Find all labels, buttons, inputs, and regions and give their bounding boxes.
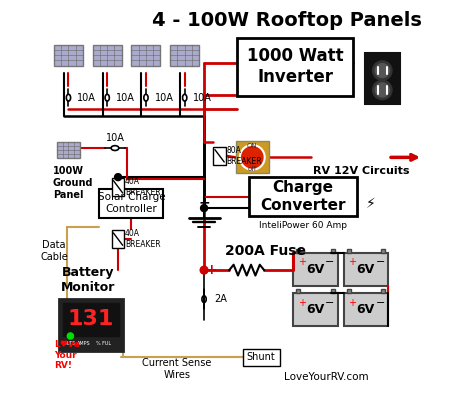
Text: 80A
BREAKER: 80A BREAKER <box>227 146 262 165</box>
Bar <box>236 141 269 173</box>
Circle shape <box>240 145 264 170</box>
Text: 6V: 6V <box>306 263 325 275</box>
Text: 10A: 10A <box>106 133 124 143</box>
Text: 100W
Ground
Panel: 100W Ground Panel <box>53 166 93 200</box>
Bar <box>346 249 350 253</box>
Text: Shunt: Shunt <box>247 353 275 362</box>
Text: 10A: 10A <box>77 93 96 103</box>
Text: −: − <box>375 257 385 267</box>
Bar <box>296 249 300 253</box>
Bar <box>170 45 199 66</box>
Text: % FUL: % FUL <box>96 341 111 346</box>
Bar <box>331 290 335 293</box>
Circle shape <box>200 266 208 274</box>
Text: Solar Charge
Controller: Solar Charge Controller <box>98 193 165 214</box>
Text: 40A
BREAKER: 40A BREAKER <box>125 230 161 249</box>
Bar <box>57 141 80 158</box>
Bar <box>381 249 385 253</box>
Bar <box>93 45 122 66</box>
Circle shape <box>375 64 389 77</box>
Text: 2A: 2A <box>214 294 227 304</box>
Text: 10A: 10A <box>193 93 212 103</box>
Circle shape <box>115 174 121 181</box>
Text: +: + <box>298 257 306 267</box>
Text: Data
Cable: Data Cable <box>40 240 68 262</box>
Text: +: + <box>298 298 306 308</box>
Text: 10A: 10A <box>116 93 135 103</box>
Text: Battery
Monitor: Battery Monitor <box>61 266 115 294</box>
Bar <box>112 230 124 248</box>
Text: +: + <box>348 257 356 267</box>
Bar <box>296 290 300 293</box>
Text: 131: 131 <box>68 309 114 329</box>
Text: LoveYourRV.com: LoveYourRV.com <box>284 372 368 382</box>
Bar <box>100 189 164 218</box>
Circle shape <box>373 80 392 100</box>
Bar <box>331 249 335 253</box>
Text: 10A: 10A <box>155 93 173 103</box>
Text: −: − <box>198 195 210 209</box>
Circle shape <box>67 333 73 339</box>
Bar <box>344 253 388 286</box>
Text: 6V: 6V <box>357 303 375 316</box>
Bar <box>131 45 161 66</box>
Bar <box>213 147 226 165</box>
Bar <box>293 253 338 286</box>
Text: AMPS: AMPS <box>77 341 91 346</box>
Text: ⚡: ⚡ <box>366 197 375 211</box>
Text: RV 12V Circuits: RV 12V Circuits <box>312 166 409 176</box>
Circle shape <box>375 83 389 97</box>
Text: off: off <box>248 165 257 172</box>
Text: InteliPower 60 Amp: InteliPower 60 Amp <box>259 221 347 230</box>
Bar <box>237 38 353 96</box>
Bar <box>344 293 388 326</box>
Circle shape <box>201 205 208 211</box>
Text: 1000 Watt
Inverter: 1000 Watt Inverter <box>247 47 344 86</box>
Text: Current Sense
Wires: Current Sense Wires <box>142 358 211 380</box>
Bar <box>59 299 123 351</box>
Text: −: − <box>325 298 335 308</box>
Text: −: − <box>375 298 385 308</box>
Text: ON: ON <box>247 143 257 149</box>
Bar <box>381 290 385 293</box>
Text: 200A Fuse: 200A Fuse <box>225 244 306 258</box>
Text: −: − <box>325 257 335 267</box>
Bar <box>249 177 357 216</box>
Circle shape <box>373 61 392 80</box>
Text: L♥ve
Your
RV!: L♥ve Your RV! <box>54 340 80 370</box>
Text: 6V: 6V <box>306 303 325 316</box>
Bar <box>112 178 124 196</box>
Text: +: + <box>205 263 217 277</box>
Text: +: + <box>348 298 356 308</box>
Bar <box>63 303 119 336</box>
Text: 40A
BREAKER: 40A BREAKER <box>125 177 161 196</box>
Text: 6V: 6V <box>357 263 375 275</box>
Text: Charge
Converter: Charge Converter <box>260 180 346 213</box>
Text: VOLTS: VOLTS <box>61 341 76 346</box>
Bar <box>54 45 83 66</box>
Bar <box>346 290 350 293</box>
Bar <box>365 53 400 103</box>
Text: 4 - 100W Rooftop Panels: 4 - 100W Rooftop Panels <box>153 11 422 30</box>
Bar <box>243 349 280 366</box>
Bar <box>293 293 338 326</box>
